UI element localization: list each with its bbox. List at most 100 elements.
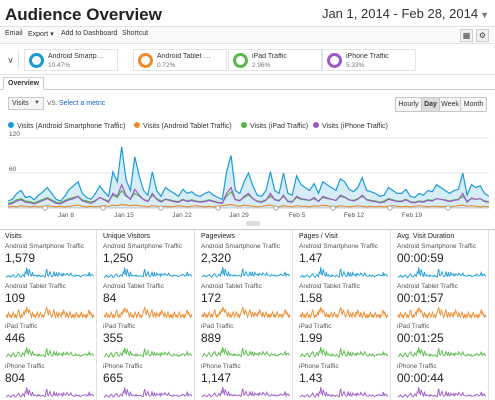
metric-value: 1.58 [299, 291, 323, 305]
segment-bar: ∨ Android Smartp… 10.47% Android Tablet … 0… [0, 45, 495, 75]
vs-label: VS. [47, 100, 58, 107]
metric-segment-label: Android Smartphone Traffic [103, 243, 183, 250]
metric-value: 1,579 [5, 251, 36, 265]
metric-cell: Android Tablet Traffic 1.58 [299, 283, 391, 324]
segment-percent: 10.47% [48, 62, 71, 69]
segment-card[interactable]: Android Tablet … 0.72% [133, 49, 227, 71]
sparkline-path [398, 267, 486, 279]
metric-cell: iPhone Traffic 00:00:44 [397, 363, 489, 400]
sparkline-path [397, 307, 487, 319]
week-marker-icon[interactable] [215, 205, 221, 211]
metric-cell: Android Smartphone Traffic 2,320 [201, 243, 293, 284]
metric-column: Pages / Visit Android Smartphone Traffic 1… [294, 230, 391, 400]
metric-cell: Android Smartphone Traffic 1,579 [5, 243, 97, 284]
shortcut-button[interactable]: Shortcut [122, 30, 149, 37]
legend-label: Visits (Android Tablet Traffic) [143, 123, 232, 130]
metric-column: Unique Visitors Android Smartphone Traffi… [98, 230, 195, 400]
metric-value: 00:00:59 [397, 251, 444, 265]
legend-label: Visits (iPhone Traffic) [322, 123, 388, 130]
sparkline [398, 267, 486, 279]
metric-title: Visits [5, 233, 22, 240]
select-metric-link[interactable]: Select a metric [59, 100, 106, 107]
metric-column: Visits Android Smartphone Traffic 1,579 And… [0, 230, 97, 400]
metric-select[interactable]: Visits ▼ [8, 97, 44, 110]
settings-icon[interactable]: ⚙ [476, 29, 489, 42]
metric-value: 804 [5, 371, 26, 385]
sparkline [299, 267, 389, 279]
metric-segment-label: iPhone Traffic [397, 363, 437, 370]
sparkline [5, 305, 95, 319]
week-marker-icon[interactable] [100, 205, 106, 211]
sparkline [201, 306, 291, 319]
month-button[interactable]: Month [460, 97, 487, 112]
metric-cell: Android Tablet Traffic 00:01:57 [397, 283, 489, 324]
week-marker-icon[interactable] [330, 205, 336, 211]
segment-ring-icon [29, 53, 44, 68]
sparkline-path [5, 387, 94, 398]
day-button[interactable]: Day [421, 97, 440, 112]
week-marker-icon[interactable] [158, 205, 164, 211]
metric-segment-label: Android Tablet Traffic [5, 283, 66, 290]
metric-segment-label: iPhone Traffic [5, 363, 45, 370]
segment-toggle-chevron-icon[interactable]: ∨ [3, 51, 19, 69]
metric-segment-label: Android Tablet Traffic [397, 283, 458, 290]
hourly-button[interactable]: Hourly [395, 97, 422, 112]
legend-entry[interactable]: Visits (Android Tablet Traffic) [134, 122, 232, 130]
legend-dot-icon [8, 122, 14, 128]
sparkline [397, 307, 487, 319]
week-marker-icon[interactable] [42, 205, 48, 211]
add-to-dashboard-button[interactable]: Add to Dashboard [61, 30, 118, 37]
grid-icon[interactable]: ▦ [460, 29, 473, 42]
segment-percent: 2.96% [252, 62, 271, 69]
sparkline [103, 305, 193, 319]
metric-value: 446 [5, 331, 26, 345]
email-button[interactable]: Email [5, 30, 23, 37]
week-button[interactable]: Week [439, 97, 461, 112]
metric-segment-label: iPad Traffic [201, 323, 234, 330]
metric-segment-label: Android Smartphone Traffic [201, 243, 281, 250]
metric-select-value: Visits [12, 100, 29, 107]
sparkline-path [103, 305, 193, 319]
segment-name: iPad Traffic [252, 53, 287, 60]
date-range-label: Jan 1, 2014 - Feb 28, 2014 [321, 6, 479, 21]
segment-percent: 5.33% [346, 62, 365, 69]
legend-label: Visits (iPad Traffic) [250, 123, 309, 130]
sparkline [201, 346, 291, 358]
metric-cell: iPad Traffic 889 [201, 323, 293, 364]
legend-dot-icon [134, 122, 140, 128]
metric-value: 889 [201, 331, 222, 345]
series-area [8, 146, 489, 208]
segment-card[interactable]: iPhone Traffic 5.33% [322, 49, 416, 71]
metric-cell: Android Tablet Traffic 172 [201, 283, 293, 324]
sparkline-path [299, 306, 389, 319]
segment-card[interactable]: iPad Traffic 2.96% [228, 49, 322, 71]
export-caret-icon: ▾ [50, 31, 54, 38]
week-marker-icon[interactable] [387, 205, 393, 211]
metric-cell: iPhone Traffic 1,147 [201, 363, 293, 400]
sparkline-path [201, 266, 291, 278]
metric-cell: iPad Traffic 355 [103, 323, 195, 364]
metric-cell: iPad Traffic 446 [5, 323, 97, 364]
metric-cell: iPad Traffic 1.99 [299, 323, 391, 364]
tab-overview[interactable]: Overview [3, 77, 45, 90]
sparkline-path [201, 346, 291, 358]
export-button[interactable]: Export ▾ [28, 30, 54, 38]
metric-value: 109 [5, 291, 26, 305]
segment-card[interactable]: Android Smartp… 10.47% [24, 49, 118, 71]
date-range-picker[interactable]: Jan 1, 2014 - Feb 28, 2014 ▼ [322, 6, 489, 21]
week-marker-icon[interactable] [273, 205, 279, 211]
legend-entry[interactable]: Visits (iPad Traffic) [241, 122, 308, 130]
legend-entry[interactable]: Visits (Android Smartphone Traffic) [8, 122, 125, 130]
segment-ring-icon [233, 53, 248, 68]
metric-segment-label: iPhone Traffic [299, 363, 339, 370]
week-marker-icon[interactable] [445, 205, 451, 211]
metric-cell: Android Smartphone Traffic 00:00:59 [397, 243, 489, 284]
metric-segment-label: Android Smartphone Traffic [5, 243, 85, 250]
metric-cell: Android Tablet Traffic 109 [5, 283, 97, 324]
metric-value: 1,250 [103, 251, 134, 265]
dropdown-caret-icon: ▼ [34, 100, 40, 106]
chart-scroll-handle[interactable] [246, 221, 260, 226]
series-line [7, 203, 490, 208]
legend-entry[interactable]: Visits (iPhone Traffic) [313, 122, 388, 130]
metric-value: 1.43 [299, 371, 323, 385]
